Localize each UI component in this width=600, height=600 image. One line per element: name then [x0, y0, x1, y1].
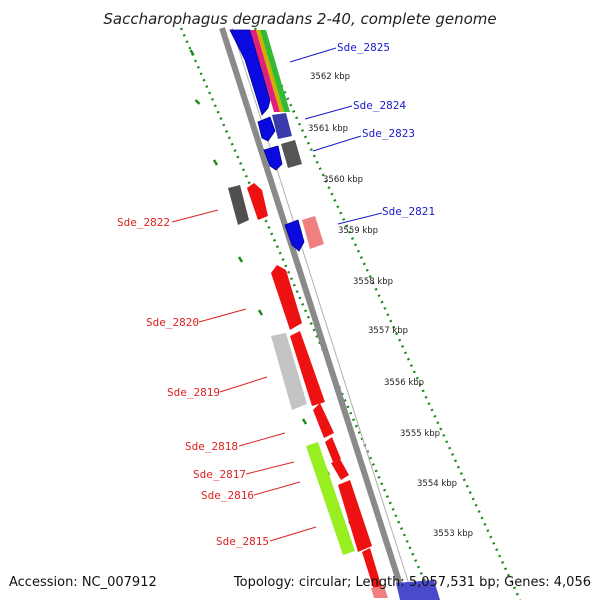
gene-sde-2818-long[interactable] [290, 331, 325, 406]
gene-sde-2815[interactable] [306, 442, 355, 555]
reverse-leaders [171, 209, 317, 542]
kbp-label: 3553 kbp [433, 529, 473, 539]
gene-label-sde-2817[interactable]: Sde_2817 [193, 468, 246, 481]
gene-block-yellow[interactable] [256, 30, 284, 112]
forward-leaders [289, 47, 383, 225]
gene-sde-2823-arrow[interactable] [263, 145, 283, 171]
gene-sde-2819[interactable] [271, 333, 307, 410]
gene-label-sde-2819[interactable]: Sde_2819 [167, 386, 220, 399]
gene-label-sde-2822[interactable]: Sde_2822 [117, 216, 170, 229]
gene-sde-2821-arrow[interactable] [284, 219, 305, 252]
kbp-label: 3560 kbp [323, 175, 363, 185]
kbp-label: 3554 kbp [417, 479, 457, 489]
gene-label-sde-2820[interactable]: Sde_2820 [146, 316, 199, 329]
gene-block-green[interactable] [260, 30, 290, 112]
gene-sde-2823-block[interactable] [281, 140, 302, 168]
gene-label-sde-2818[interactable]: Sde_2818 [185, 440, 238, 453]
gene-sde-2821-block[interactable] [302, 216, 324, 249]
gene-block-red-bottom[interactable] [362, 548, 382, 590]
gene-sde-2816[interactable] [331, 459, 349, 480]
gene-label-sde-2815[interactable]: Sde_2815 [216, 535, 269, 548]
gene-sde-2824-arrow[interactable] [257, 116, 276, 142]
inner-tick-track [179, 27, 435, 600]
map-title: Saccharophagus degradans 2-40, complete … [103, 10, 496, 28]
gene-block-magenta[interactable] [250, 30, 280, 112]
kbp-label: 3557 kbp [368, 326, 408, 336]
kbp-label: 3561 kbp [308, 124, 348, 134]
kbp-label: 3562 kbp [310, 72, 350, 82]
gene-block-blue-bottom[interactable] [396, 580, 440, 600]
genome-backbone [219, 27, 408, 600]
gene-label-sde-2825[interactable]: Sde_2825 [337, 41, 390, 54]
kbp-label: 3555 kbp [400, 429, 440, 439]
gene-sde-2817[interactable] [325, 437, 341, 462]
gene-label-sde-2821[interactable]: Sde_2821 [382, 205, 435, 218]
gene-label-sde-2816[interactable]: Sde_2816 [201, 489, 254, 502]
gene-sde-2822-block[interactable] [228, 185, 249, 225]
gene-label-sde-2824[interactable]: Sde_2824 [353, 99, 406, 112]
gene-label-sde-2823[interactable]: Sde_2823 [362, 127, 415, 140]
gene-block-red-lower[interactable] [338, 480, 372, 552]
outer-tick-track [253, 27, 522, 600]
gene-sde-2822-arrow[interactable] [247, 183, 268, 220]
gene-sde-2824-block[interactable] [272, 113, 292, 139]
kbp-label: 3558 kbp [353, 277, 393, 287]
gene-sde-2820[interactable] [271, 265, 302, 330]
kbp-label: 3556 kbp [384, 378, 424, 388]
accession-text: Accession: NC_007912 [9, 575, 157, 590]
genome-summary-text: Topology: circular; Length: 5,057,531 bp… [233, 575, 591, 590]
gene-block-pink-bottom[interactable] [371, 586, 388, 598]
gene-sde-2818[interactable] [313, 403, 334, 438]
kbp-label: 3559 kbp [338, 226, 378, 236]
